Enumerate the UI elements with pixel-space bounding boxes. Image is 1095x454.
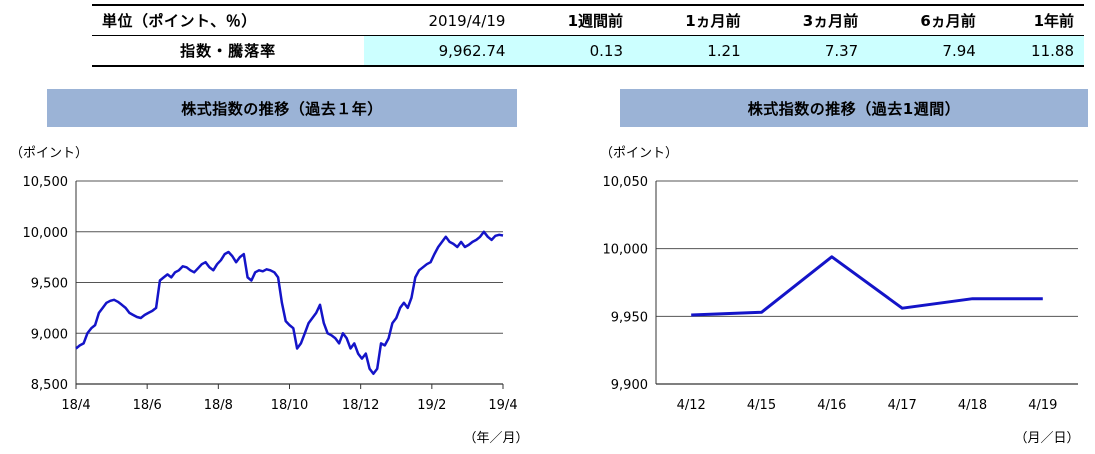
y-tick-label: 10,000: [23, 226, 69, 241]
y-tick-label: 9,950: [611, 310, 648, 325]
x-tick-label: 18/12: [342, 398, 379, 413]
x-tick-label: 4/15: [747, 398, 776, 413]
x-tick-label: 19/2: [417, 398, 446, 413]
summary-row-label: 指数・騰落率: [92, 35, 365, 66]
chart-title-1year: 株式指数の推移（過去１年）: [47, 89, 517, 127]
summary-value-1year: 11.88: [985, 35, 1084, 66]
summary-1year-header: 1年前: [985, 6, 1084, 36]
summary-unit-label: 単位（ポイント、％）: [92, 6, 365, 36]
x-tick-label: 4/19: [1028, 398, 1057, 413]
series-line: [75, 230, 504, 376]
x-tick-label: 4/18: [958, 398, 987, 413]
series-line: [691, 255, 1043, 317]
summary-6month-header: 6ヵ月前: [868, 6, 986, 36]
summary-1month-header: 1ヵ月前: [633, 6, 751, 36]
y-axis-label: （ポイント）: [10, 146, 88, 161]
summary-date-header: 2019/4/19: [364, 6, 516, 36]
summary-value-3month: 7.37: [750, 35, 869, 66]
summary-table-top-rule: [92, 4, 1084, 6]
x-axis-label: （年／月）: [463, 431, 528, 446]
x-axis-label: （月／日）: [1014, 431, 1079, 446]
x-tick-label: 4/12: [677, 398, 706, 413]
summary-value-1month: 1.21: [633, 35, 751, 66]
y-tick-label: 9,500: [31, 277, 68, 292]
summary-header-row: 単位（ポイント、％） 2019/4/19 1週間前 1ヵ月前 3ヵ月前 6ヵ月前…: [92, 6, 1084, 36]
x-tick-label: 18/4: [61, 398, 90, 413]
x-tick-label: 4/17: [888, 398, 917, 413]
x-tick-label: 4/16: [817, 398, 846, 413]
y-axis-label: （ポイント）: [600, 146, 678, 161]
y-tick-label: 10,000: [603, 243, 649, 258]
y-tick-label: 9,900: [611, 378, 648, 393]
y-tick-label: 10,500: [23, 175, 69, 190]
y-tick-label: 8,500: [31, 378, 68, 393]
summary-value-current: 9,962.74: [364, 35, 516, 66]
x-tick-label: 18/10: [271, 398, 308, 413]
chart-1week: （ポイント） 9,900 9,950 10,000 10,050 （月／日） 4/12 4/1…: [600, 146, 1080, 446]
summary-value-1week: 0.13: [515, 35, 634, 66]
summary-3month-header: 3ヵ月前: [750, 6, 869, 36]
summary-value-6month: 7.94: [868, 35, 986, 66]
y-tick-label: 9,000: [31, 327, 68, 342]
x-tick-label: 18/6: [133, 398, 162, 413]
chart-1year: （ポイント） 8,500 9,000 9,500 10,000 10,500 （年／月） 18…: [10, 146, 529, 446]
x-tick-label: 19/4: [488, 398, 517, 413]
x-tick-label: 18/8: [204, 398, 233, 413]
y-tick-label: 10,050: [603, 175, 649, 190]
chart-title-1week: 株式指数の推移（過去1週間）: [620, 89, 1088, 127]
summary-table: 単位（ポイント、％） 2019/4/19 1週間前 1ヵ月前 3ヵ月前 6ヵ月前…: [92, 6, 1084, 67]
summary-values-row: 指数・騰落率 9,962.74 0.13 1.21 7.37 7.94 11.8…: [92, 35, 1084, 66]
summary-1week-header: 1週間前: [515, 6, 634, 36]
